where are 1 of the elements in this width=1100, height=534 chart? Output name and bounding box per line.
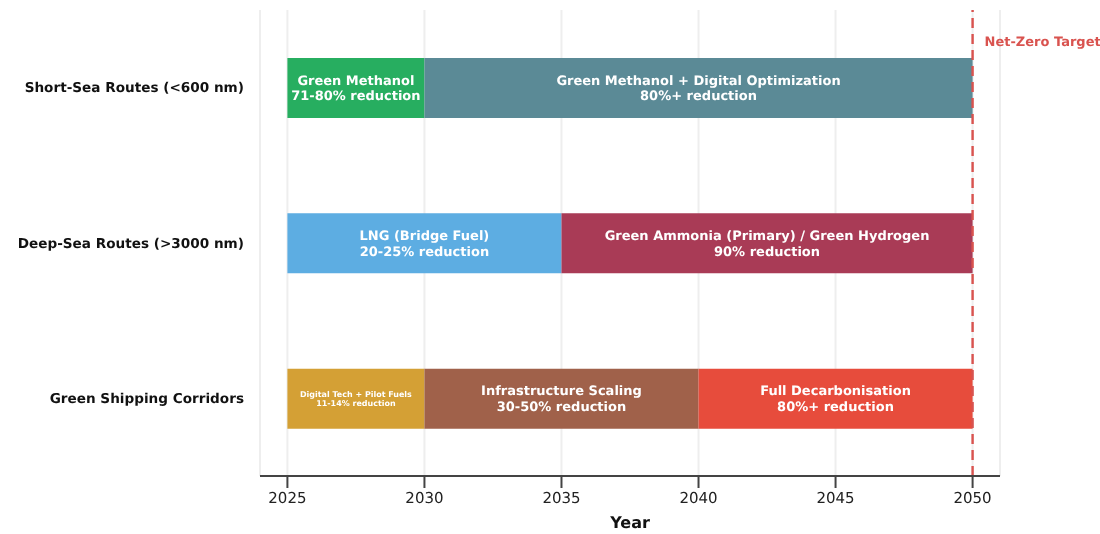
x-axis-title: Year bbox=[608, 514, 650, 532]
